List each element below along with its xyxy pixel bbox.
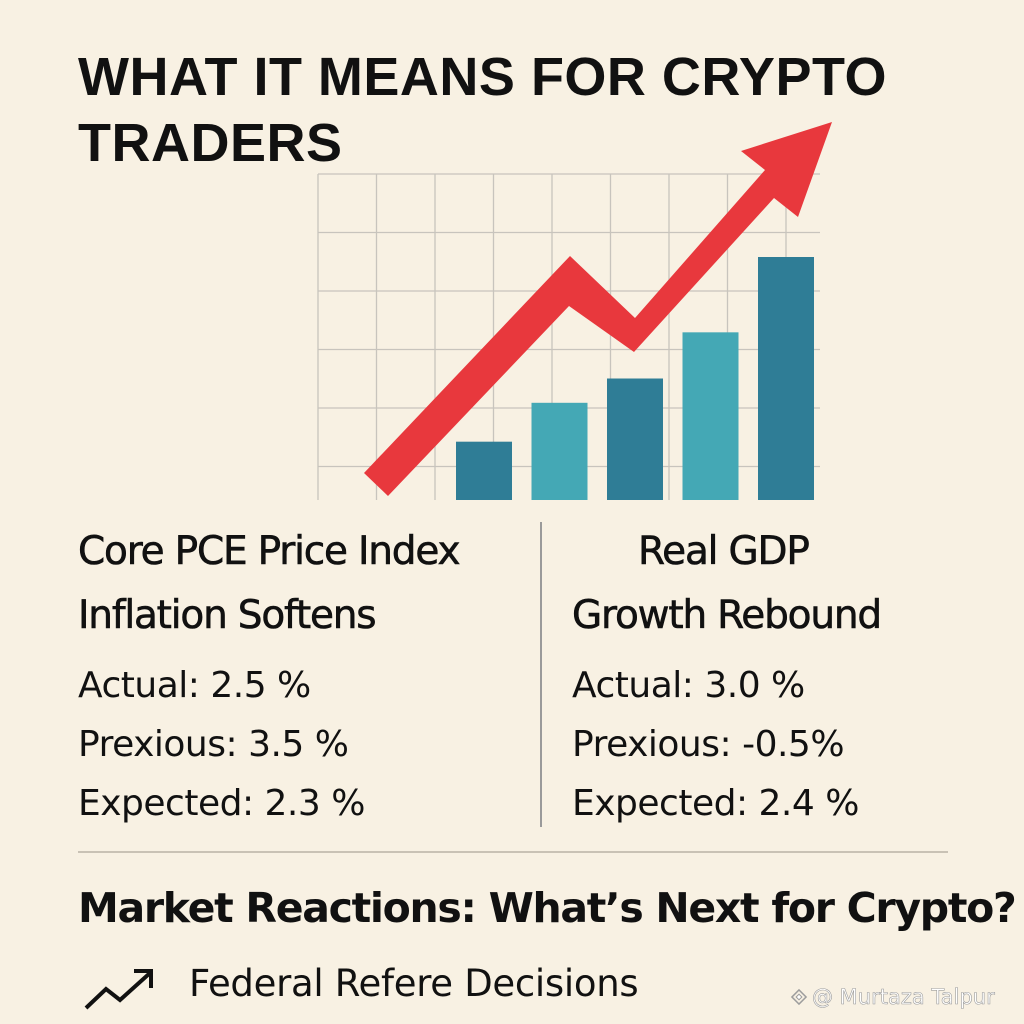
core-pce-heading: Core PCE Price Index	[78, 529, 461, 575]
core-pce-previous: Prexious: 3.5 %	[78, 724, 349, 765]
core-pce-subheading: Inflation Softens	[78, 593, 377, 639]
real-gdp-section: Real GDP Growth Rebound Actual: 3.0 % Pr…	[572, 520, 992, 833]
real-gdp-expected: Expected: 2.4 %	[572, 783, 859, 824]
growth-illustration	[317, 122, 832, 500]
trend-up-icon	[84, 969, 153, 1010]
core-pce-expected: Expected: 2.3 %	[78, 783, 365, 824]
illustration-bar	[456, 441, 512, 500]
illustration-bar	[607, 378, 663, 500]
watermark-text: @ Murtaza Talpur	[812, 985, 995, 1010]
illustration-bar	[682, 332, 739, 500]
page-title: WHAT IT MEANS FOR CRYPTO TRADERS	[78, 47, 887, 174]
real-gdp-heading: Real GDP	[638, 529, 810, 575]
market-reactions-heading: Market Reactions: What’s Next for Crypto…	[78, 884, 1017, 932]
diamond-logo-icon	[790, 988, 808, 1006]
core-pce-actual: Actual: 2.5 %	[78, 665, 311, 706]
federal-reserve-bullet: Federal Refere Decisions	[189, 962, 639, 1005]
section-divider	[78, 851, 948, 853]
illustration-bar	[758, 257, 814, 500]
bars	[456, 257, 814, 500]
trend-arrow-icon	[364, 122, 832, 496]
core-pce-section: Core PCE Price Index Inflation Softens A…	[78, 520, 528, 833]
real-gdp-previous: Prexious: -0.5%	[572, 724, 845, 765]
real-gdp-actual: Actual: 3.0 %	[572, 665, 805, 706]
column-divider	[540, 522, 542, 827]
watermark: @ Murtaza Talpur	[790, 982, 1022, 1012]
real-gdp-subheading: Growth Rebound	[572, 593, 883, 639]
illustration-bar	[531, 402, 588, 500]
